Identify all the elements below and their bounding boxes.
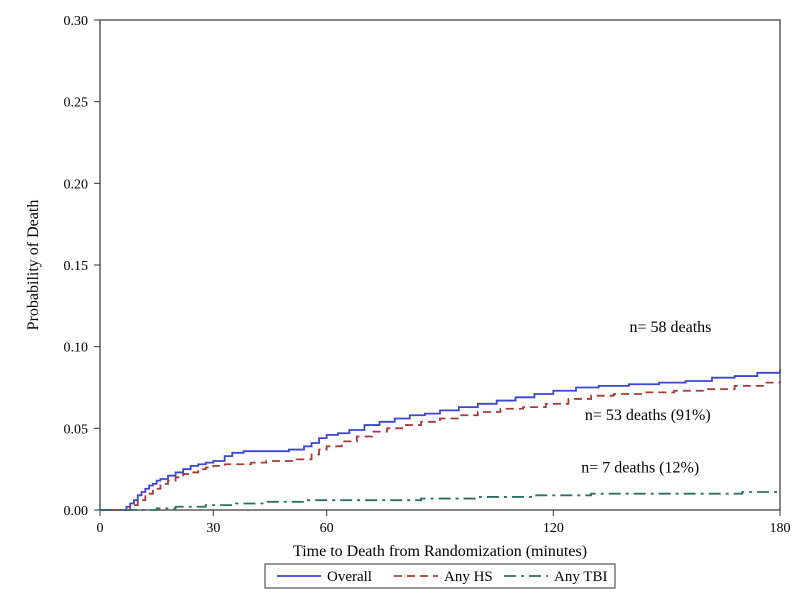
y-tick-label: 0.05: [64, 422, 89, 437]
x-tick-label: 180: [770, 521, 791, 536]
legend-label: Overall: [327, 569, 372, 585]
x-tick-label: 60: [320, 521, 334, 536]
y-tick-label: 0.30: [64, 14, 89, 29]
legend-label: Any TBI: [554, 569, 607, 585]
y-tick-label: 0.20: [64, 177, 89, 192]
x-axis-label: Time to Death from Randomization (minute…: [293, 543, 587, 560]
y-tick-label: 0.10: [64, 341, 89, 356]
annotation: n= 7 deaths (12%): [581, 459, 699, 476]
km-chart: 0.00 0.05 0.10 0.15 0.20 0.25 0.30 0 30 60 120 180 T…: [0, 0, 800, 592]
annotation: n= 58 deaths: [629, 319, 711, 336]
y-tick-label: 0.25: [64, 96, 89, 111]
legend-label: Any HS: [444, 569, 493, 585]
x-tick-label: 120: [543, 521, 564, 536]
x-tick-label: 30: [206, 521, 220, 536]
y-tick-label: 0.00: [64, 504, 89, 519]
chart-container: 0.00 0.05 0.10 0.15 0.20 0.25 0.30 0 30 60 120 180 T…: [0, 0, 800, 592]
annotation: n= 53 deaths (91%): [585, 407, 711, 424]
y-tick-label: 0.15: [64, 259, 89, 274]
x-tick-label: 0: [97, 521, 104, 536]
y-axis-label: Probability of Death: [25, 200, 42, 331]
plot-bg: [0, 0, 800, 592]
